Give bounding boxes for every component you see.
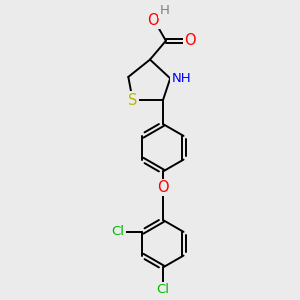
Text: S: S	[128, 93, 137, 108]
Text: O: O	[157, 180, 169, 195]
Text: Cl: Cl	[112, 225, 125, 239]
Text: O: O	[147, 13, 159, 28]
Text: Cl: Cl	[157, 284, 169, 296]
Text: H: H	[160, 4, 170, 17]
Text: NH: NH	[171, 72, 191, 85]
Text: O: O	[184, 33, 195, 48]
